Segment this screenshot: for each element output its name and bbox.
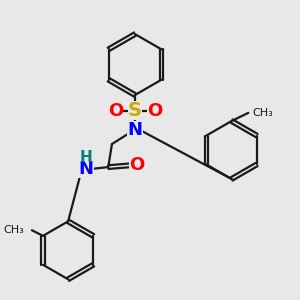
Text: O: O	[129, 156, 144, 174]
Text: H: H	[80, 150, 92, 165]
Text: CH₃: CH₃	[4, 225, 24, 235]
Text: S: S	[128, 101, 142, 120]
Text: N: N	[128, 121, 142, 139]
Text: N: N	[78, 160, 93, 178]
Text: O: O	[108, 102, 123, 120]
Text: O: O	[147, 102, 162, 120]
Text: CH₃: CH₃	[253, 108, 274, 118]
